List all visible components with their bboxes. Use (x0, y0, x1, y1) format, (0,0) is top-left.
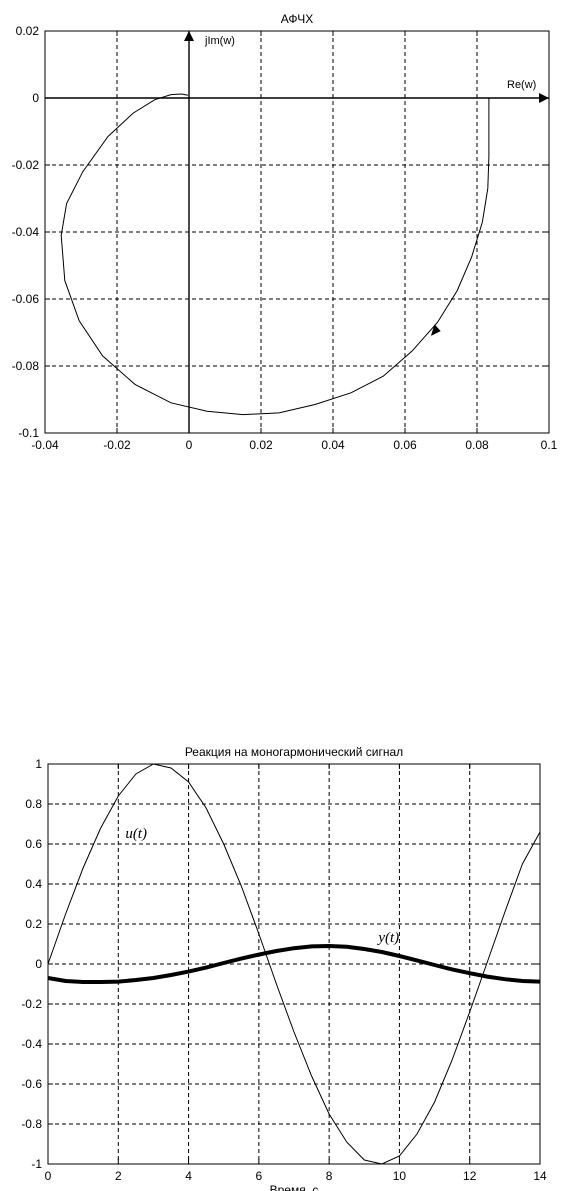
y-tick-label: -0.6 (21, 1077, 42, 1091)
x-tick-label: 0.04 (321, 438, 345, 452)
nyquist-chart: -0.04 -0.02 0 0.02 0.04 0.06 0.08 0.1 0.02 0 -0.02… (12, 12, 558, 452)
y-tick-label: 1 (35, 757, 42, 771)
y-tick-label: -0.2 (21, 997, 42, 1011)
y-tick-label: -0.06 (12, 292, 40, 306)
y-tick-label: 0 (35, 957, 42, 971)
direction-arrow (430, 324, 441, 336)
series-label-u: u(t) (125, 826, 147, 842)
im-axis-arrow (184, 31, 194, 41)
nyquist-curve (60, 93, 490, 416)
re-axis-label: Re(w) (507, 79, 536, 91)
y-tick-label: -0.1 (18, 426, 39, 440)
x-axis-label: Время, с (270, 1183, 319, 1191)
x-tick-label: 12 (463, 1169, 477, 1183)
x-tick-label: 10 (393, 1169, 407, 1183)
series-line-y (47, 943, 541, 984)
y-tick-label: 0.02 (16, 24, 40, 38)
im-axis-label: jIm(w) (204, 35, 235, 47)
y-tick-label: -0.4 (21, 1037, 42, 1051)
series-label-y: y(t) (376, 930, 399, 946)
y-tick-label: -0.02 (12, 158, 40, 172)
re-axis-arrow (539, 93, 549, 103)
x-tick-label: 0 (45, 1169, 52, 1183)
y-tick-label: -0.08 (12, 359, 40, 373)
x-tick-label: 8 (326, 1169, 333, 1183)
x-tick-label: 0.02 (249, 438, 273, 452)
response-chart: 0 2 4 6 8 10 12 14 1 0.8 0.6 0.4 0.2 0 -0.2 -0.4 -0.6 -0.… (21, 745, 547, 1191)
x-tick-label: 14 (533, 1169, 547, 1183)
chart-title: Реакция на моногармонический сигнал (185, 745, 403, 759)
x-tick-label: -0.02 (103, 438, 131, 452)
y-tick-label: 0.2 (25, 917, 42, 931)
x-tick-label: 4 (185, 1169, 192, 1183)
x-tick-label: 6 (256, 1169, 263, 1183)
series-line-u (47, 763, 541, 1165)
y-tick-label: -1 (31, 1157, 42, 1171)
y-tick-label: 0.8 (25, 797, 42, 811)
y-tick-label: -0.04 (12, 225, 40, 239)
x-tick-label: 0.06 (393, 438, 417, 452)
x-tick-label: 0.08 (465, 438, 489, 452)
y-tick-label: 0 (32, 91, 39, 105)
x-tick-label: 0 (186, 438, 193, 452)
y-tick-label: 0.4 (25, 877, 42, 891)
y-tick-label: -0.8 (21, 1117, 42, 1131)
y-tick-label: 0.6 (25, 837, 42, 851)
x-tick-label: 0.1 (541, 438, 558, 452)
x-tick-label: -0.04 (31, 438, 59, 452)
plot-frame (44, 30, 550, 434)
chart-title: АФЧХ (281, 12, 313, 26)
x-tick-label: 2 (115, 1169, 122, 1183)
